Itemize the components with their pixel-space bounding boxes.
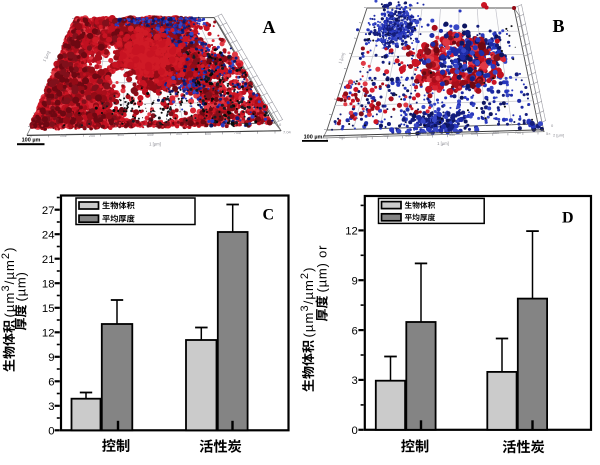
svg-text:600: 600 <box>205 132 211 136</box>
svg-text:27: 27 <box>42 205 55 217</box>
svg-text:100: 100 <box>60 134 66 138</box>
svg-text:3: 3 <box>352 375 358 387</box>
svg-text:500: 500 <box>176 132 182 136</box>
svg-text:12: 12 <box>345 226 358 238</box>
svg-text:(µm): (µm) <box>13 271 28 301</box>
svg-text:(µm3/µm2): (µm3/µm2) <box>299 266 316 337</box>
svg-text:12: 12 <box>42 328 55 340</box>
svg-text:0: 0 <box>352 425 358 437</box>
svg-text:400: 400 <box>147 133 153 137</box>
svg-text:9: 9 <box>48 352 54 364</box>
svg-text:3: 3 <box>48 401 54 413</box>
svg-text:1 [µm]: 1 [µm] <box>437 141 449 146</box>
svg-text:D: D <box>562 210 574 227</box>
svg-text:0: 0 <box>551 123 554 128</box>
svg-text:200: 200 <box>89 134 95 138</box>
svg-text:24: 24 <box>42 229 55 241</box>
svg-text:550: 550 <box>449 133 455 137</box>
svg-text:400: 400 <box>383 134 389 138</box>
svg-text:1 [µm]: 1 [µm] <box>337 52 346 64</box>
svg-text:21: 21 <box>42 254 55 266</box>
svg-text:100 µm: 100 µm <box>22 138 41 144</box>
svg-text:15: 15 <box>42 303 55 315</box>
svg-text:500: 500 <box>339 136 345 140</box>
svg-text:5×: 5× <box>546 131 551 136</box>
svg-text:6: 6 <box>352 325 358 337</box>
svg-text:600: 600 <box>361 135 367 139</box>
svg-text:B: B <box>553 16 565 36</box>
svg-text:(µm) or: (µm) or <box>315 245 330 293</box>
svg-text:500: 500 <box>427 133 433 137</box>
svg-text:2 [µm]: 2 [µm] <box>553 133 564 138</box>
svg-text:650: 650 <box>493 131 499 135</box>
svg-text:450: 450 <box>405 134 411 138</box>
svg-text:18: 18 <box>42 278 55 290</box>
svg-text:300: 300 <box>118 133 124 137</box>
svg-text:A: A <box>263 17 276 37</box>
svg-text:9: 9 <box>352 275 358 287</box>
svg-text:0: 0 <box>279 122 282 127</box>
svg-text:1 [µm]: 1 [µm] <box>149 142 161 147</box>
svg-text:100 µm: 100 µm <box>304 135 323 141</box>
svg-text:700: 700 <box>515 131 521 135</box>
svg-text:1 [µm]: 1 [µm] <box>41 50 51 62</box>
svg-text:700: 700 <box>234 131 240 135</box>
svg-text:(µm3/µm2): (µm3/µm2) <box>0 246 17 317</box>
svg-text:7.04: 7.04 <box>283 130 292 135</box>
svg-text:C: C <box>263 206 275 223</box>
svg-text:6: 6 <box>48 377 54 389</box>
svg-text:600: 600 <box>471 132 477 136</box>
svg-text:0: 0 <box>48 426 54 438</box>
